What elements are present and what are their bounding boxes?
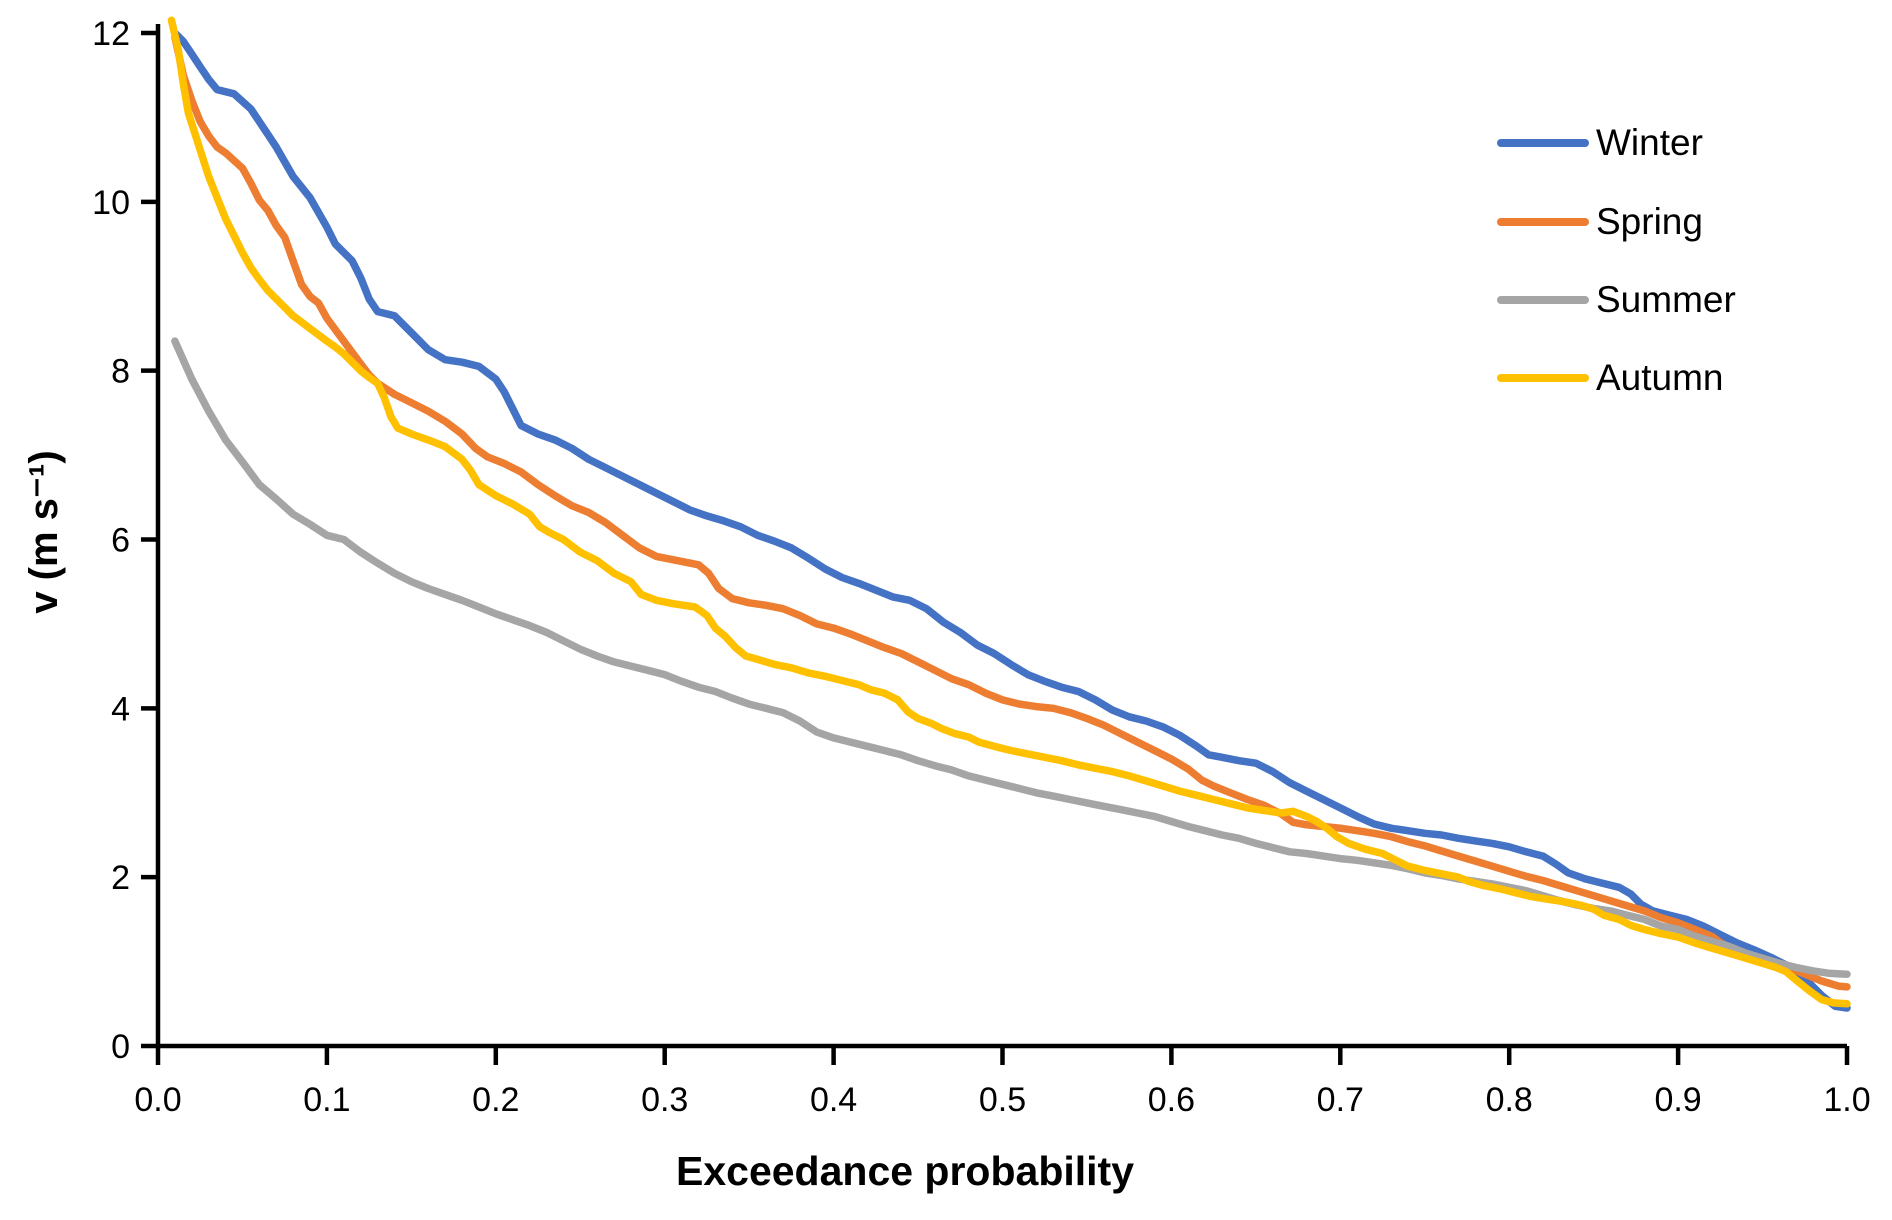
legend-label-winter: Winter — [1596, 122, 1703, 163]
legend-label-summer: Summer — [1596, 279, 1736, 320]
legend-label-spring: Spring — [1596, 201, 1703, 242]
legend-item-autumn: Autumn — [1497, 357, 1724, 398]
legend-item-winter: Winter — [1497, 122, 1703, 163]
x-tick-label: 0.4 — [810, 1081, 857, 1119]
y-axis-title: v (m s⁻¹) — [22, 450, 66, 614]
x-tick-label: 0.5 — [979, 1081, 1026, 1119]
y-tick-label: 4 — [111, 690, 130, 728]
x-tick-label: 0.8 — [1486, 1081, 1533, 1119]
spring-line-swatch-icon — [1497, 218, 1589, 226]
x-axis-title: Exceedance probability — [675, 1148, 1135, 1194]
series-line-spring — [171, 33, 1851, 991]
winter-line-swatch-icon — [1497, 139, 1589, 147]
legend-item-spring: Spring — [1497, 201, 1703, 242]
x-tick-label: 0.2 — [472, 1081, 519, 1119]
y-tick-label: 2 — [111, 859, 130, 897]
x-tick-label: 0.1 — [303, 1081, 350, 1119]
x-tick-label: 0.7 — [1317, 1081, 1364, 1119]
x-tick-label: 0.9 — [1654, 1081, 1701, 1119]
y-tick-label: 6 — [111, 522, 130, 560]
legend-label-autumn: Autumn — [1596, 357, 1724, 398]
x-tick-label: 1.0 — [1823, 1081, 1870, 1119]
summer-line-swatch-icon — [1497, 296, 1589, 304]
x-tick-label: 0.6 — [1148, 1081, 1195, 1119]
series-line-autumn — [167, 16, 1851, 1008]
x-tick-label: 0.3 — [641, 1081, 688, 1119]
y-tick-label: 12 — [92, 15, 130, 53]
y-tick-label: 0 — [111, 1028, 130, 1066]
autumn-line-swatch-icon — [1497, 374, 1589, 382]
x-tick-label: 0.0 — [134, 1081, 181, 1119]
legend-item-summer: Summer — [1497, 279, 1736, 320]
y-tick-label: 10 — [92, 184, 130, 222]
series-line-winter — [171, 29, 1851, 1012]
y-tick-label: 8 — [111, 353, 130, 391]
